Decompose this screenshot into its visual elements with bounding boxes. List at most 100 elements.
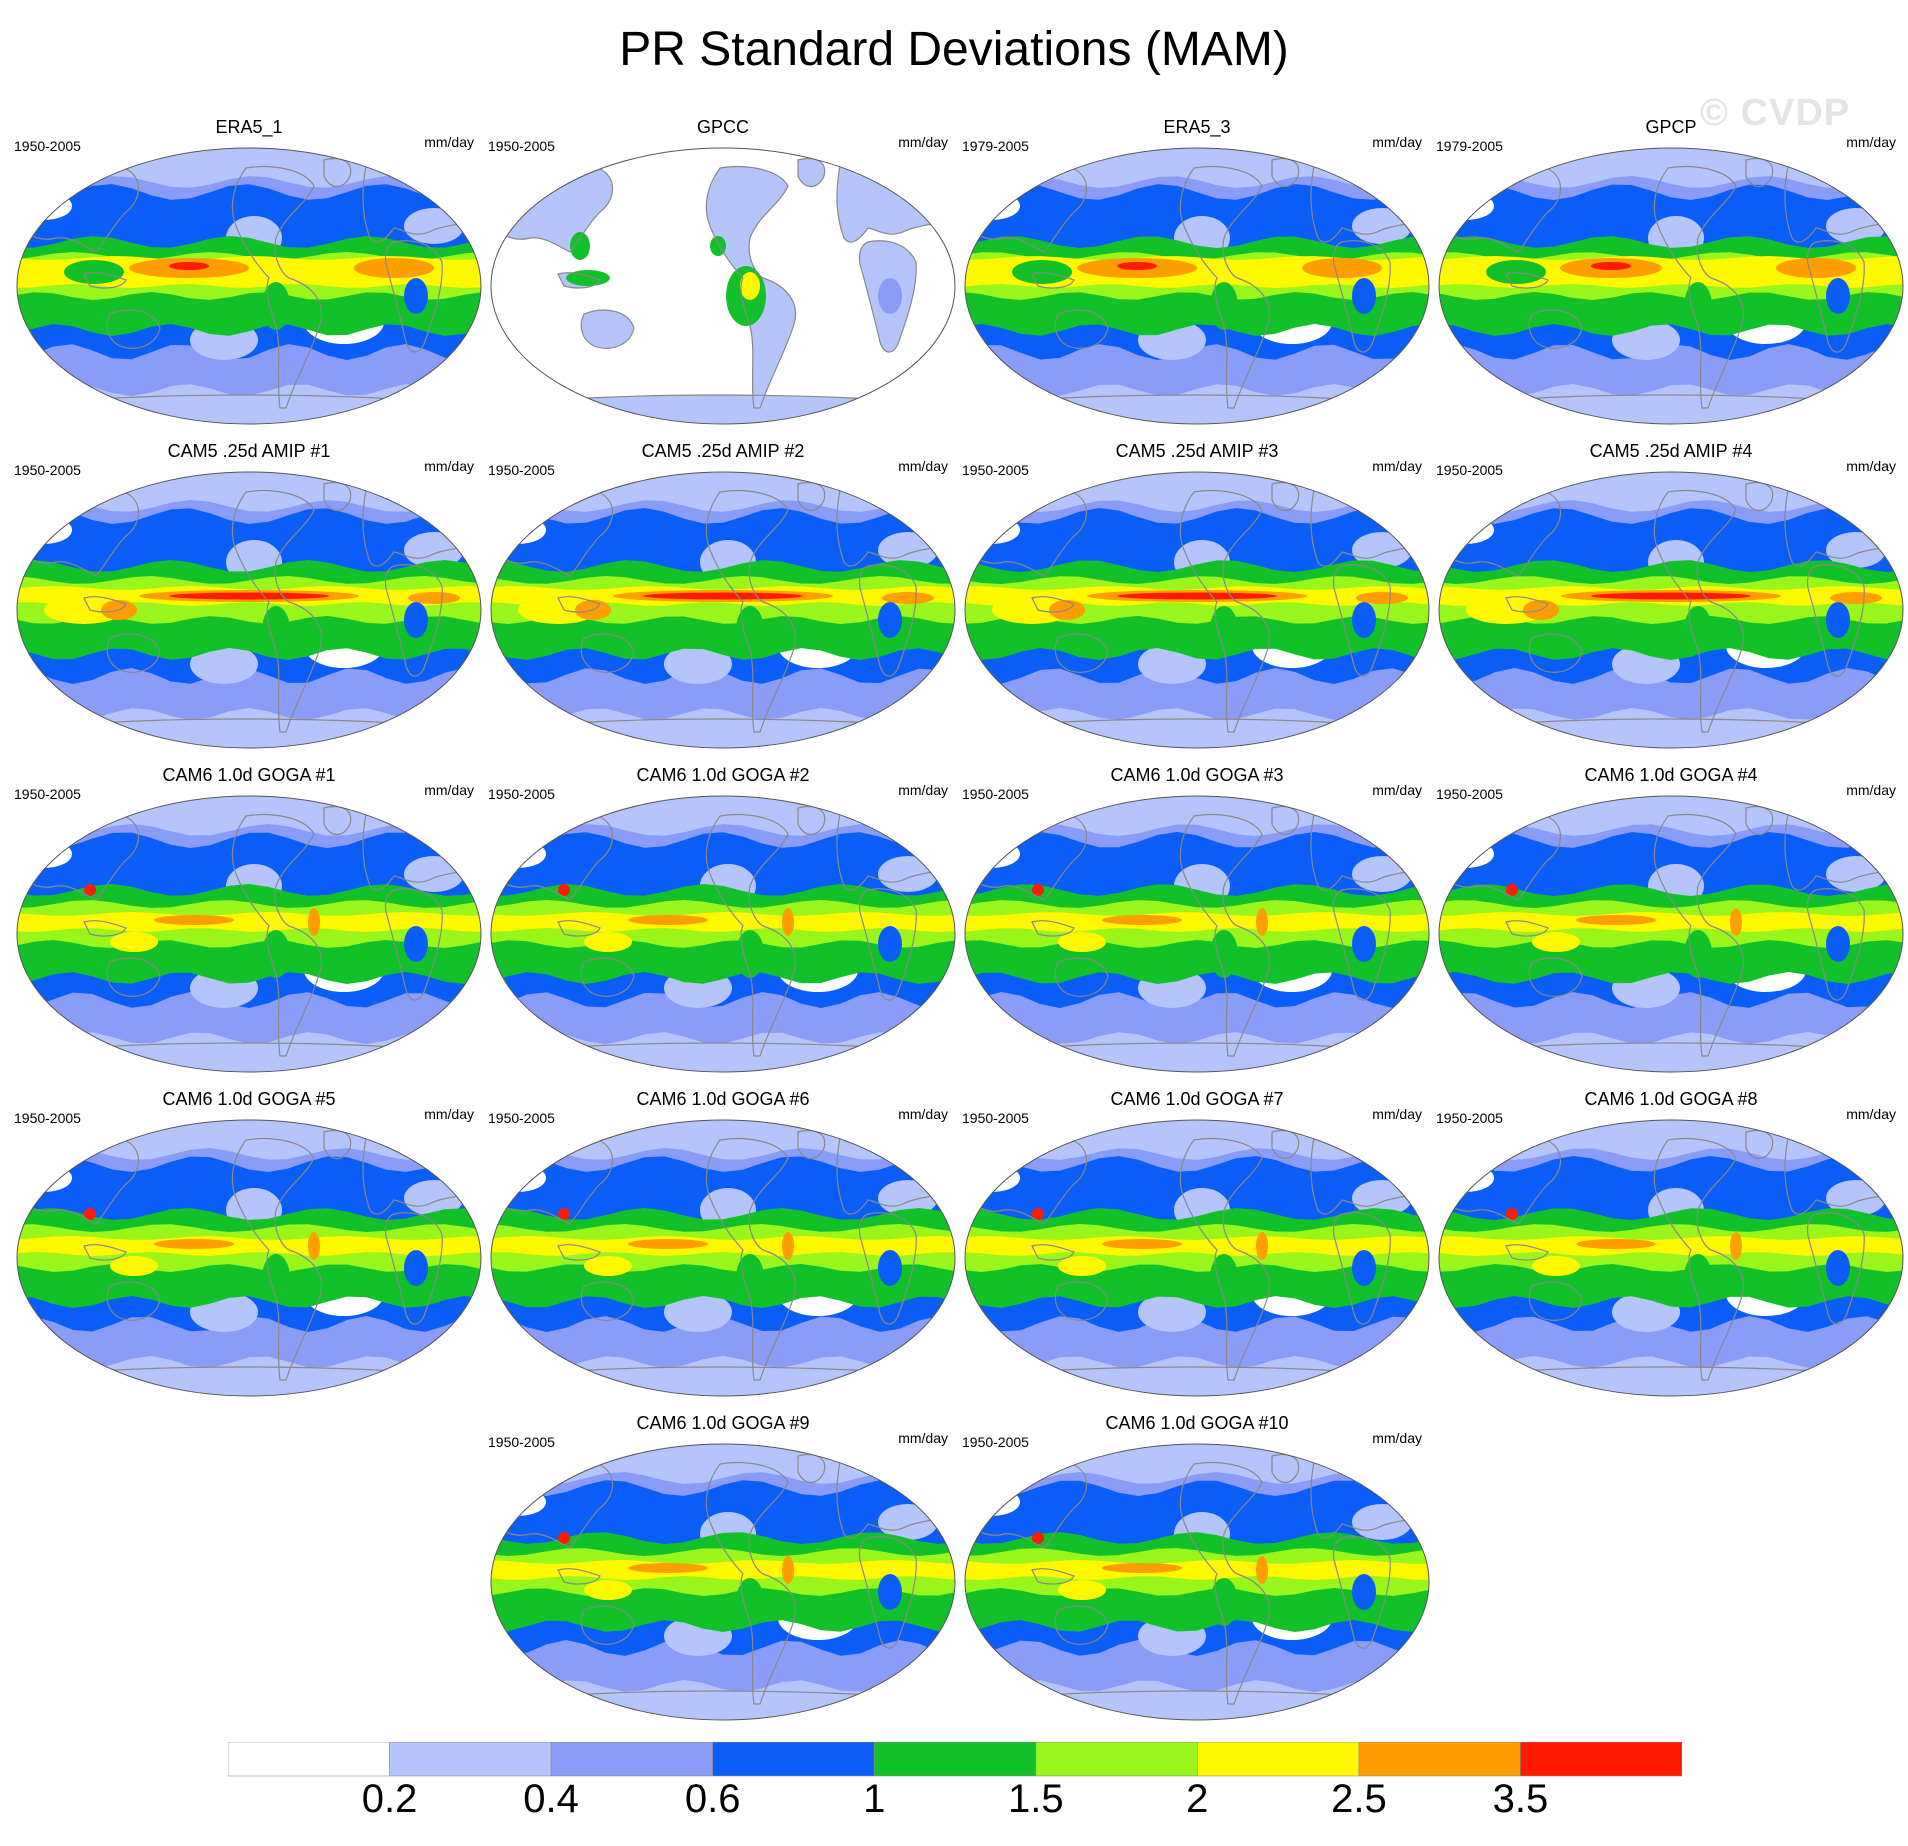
colorbar bbox=[228, 1742, 1682, 1777]
coastline bbox=[1179, 1137, 1270, 1381]
se-pacific-dry-zone bbox=[190, 644, 258, 684]
africa-signal bbox=[1826, 926, 1850, 962]
coastline bbox=[1031, 272, 1075, 289]
panel-period: 1950-2005 bbox=[962, 786, 1029, 802]
map-plot bbox=[964, 471, 1430, 749]
north-africa-dry-zone bbox=[878, 1504, 938, 1540]
map-panel: ERA5_1 1950-2005 mm/day bbox=[14, 116, 484, 426]
map-panel: CAM6 1.0d GOGA #3 1950-2005 mm/day bbox=[962, 764, 1432, 1074]
panel-title: CAM6 1.0d GOGA #8 bbox=[1584, 1089, 1758, 1109]
coastline bbox=[1179, 1461, 1270, 1705]
map-field bbox=[491, 796, 955, 1072]
coastline bbox=[106, 309, 161, 349]
coastline bbox=[106, 1281, 161, 1321]
coastline bbox=[1528, 1281, 1583, 1321]
pacific-itcz-max bbox=[1576, 915, 1656, 925]
panel-units: mm/day bbox=[424, 134, 474, 150]
panel-period: 1950-2005 bbox=[1436, 462, 1503, 478]
coastline bbox=[1528, 633, 1583, 673]
map-frame bbox=[964, 795, 1430, 1073]
map-plot bbox=[964, 1119, 1430, 1397]
north-africa-dry-zone bbox=[404, 1180, 464, 1216]
africa-signal bbox=[878, 1574, 902, 1610]
pacific-itcz-max bbox=[628, 915, 708, 925]
spcz-signal bbox=[1058, 1256, 1106, 1276]
panama-max bbox=[1256, 1232, 1268, 1260]
land-precip-area bbox=[518, 395, 928, 424]
asia-dry-zone bbox=[491, 516, 546, 544]
map-frame bbox=[964, 471, 1430, 749]
coastline bbox=[705, 1461, 796, 1705]
coastline bbox=[705, 1137, 796, 1381]
coastline bbox=[1054, 633, 1109, 673]
bay-of-bengal-peak bbox=[1506, 1208, 1518, 1220]
coastline bbox=[1179, 813, 1270, 1057]
map-field bbox=[17, 472, 481, 748]
coastline bbox=[83, 920, 127, 937]
itcz-core bbox=[17, 912, 481, 932]
north-africa-dry-zone bbox=[1826, 208, 1886, 244]
panama-max bbox=[1730, 1232, 1742, 1260]
map-field bbox=[491, 1120, 955, 1396]
panel-title: CAM6 1.0d GOGA #6 bbox=[636, 1089, 810, 1109]
coastline bbox=[384, 564, 443, 677]
map-frame bbox=[490, 1119, 956, 1397]
bay-of-bengal-peak bbox=[558, 1208, 570, 1220]
map-frame bbox=[490, 1443, 956, 1721]
panel-units: mm/day bbox=[1846, 134, 1896, 150]
panel-units: mm/day bbox=[1372, 1106, 1422, 1122]
spcz-signal bbox=[584, 1580, 632, 1600]
asia-dry-zone bbox=[17, 516, 72, 544]
map-plot bbox=[16, 1119, 482, 1397]
south-america-signal bbox=[262, 930, 290, 978]
coastline bbox=[384, 1212, 443, 1325]
panel-title: CAM5 .25d AMIP #2 bbox=[641, 441, 805, 461]
map-field bbox=[1439, 472, 1903, 748]
panel-title: ERA5_3 bbox=[1163, 117, 1231, 137]
colorbar-level-label: 0.2 bbox=[361, 1777, 418, 1821]
panel-title: GPCP bbox=[1645, 117, 1697, 137]
map-panel: CAM6 1.0d GOGA #9 1950-2005 mm/day bbox=[488, 1412, 958, 1722]
south-america-signal bbox=[1210, 930, 1238, 978]
panel-units: mm/day bbox=[1846, 1106, 1896, 1122]
panama-max bbox=[782, 1556, 794, 1584]
north-africa-dry-zone bbox=[1352, 532, 1412, 568]
map-plot bbox=[490, 471, 956, 749]
panel-period: 1950-2005 bbox=[488, 1434, 555, 1450]
africa-signal bbox=[404, 1250, 428, 1286]
itcz-core bbox=[17, 1236, 481, 1256]
map-field bbox=[1439, 796, 1903, 1072]
map-plot bbox=[490, 147, 956, 425]
pacific-itcz-max bbox=[154, 1239, 234, 1249]
spcz-signal bbox=[110, 932, 158, 952]
panel-period: 1950-2005 bbox=[14, 1110, 81, 1126]
map-plot bbox=[1438, 795, 1904, 1073]
north-africa-dry-zone bbox=[1826, 532, 1886, 568]
panama-max bbox=[782, 908, 794, 936]
indian-ocean-max bbox=[518, 596, 598, 624]
pacific-itcz-peak bbox=[1117, 262, 1157, 270]
asia-dry-zone bbox=[965, 516, 1020, 544]
colorbar-segment bbox=[1196, 1742, 1360, 1777]
coastline bbox=[231, 489, 322, 733]
map-field bbox=[1439, 148, 1903, 424]
atlantic-itcz-max bbox=[1356, 592, 1408, 604]
colorbar-level-label: 0.4 bbox=[523, 1777, 579, 1821]
map-panel: CAM6 1.0d GOGA #2 1950-2005 mm/day bbox=[488, 764, 958, 1074]
bay-of-bengal-peak bbox=[84, 1208, 96, 1220]
map-field bbox=[17, 1120, 481, 1396]
itcz-core bbox=[965, 912, 1429, 932]
atlantic-itcz-max bbox=[1776, 258, 1856, 278]
north-africa-dry-zone bbox=[404, 208, 464, 244]
itcz-core bbox=[965, 1560, 1429, 1580]
coastline bbox=[231, 813, 322, 1057]
south-america-signal bbox=[1684, 930, 1712, 978]
panel-units: mm/day bbox=[1846, 458, 1896, 474]
panel-units: mm/day bbox=[898, 1106, 948, 1122]
spcz-signal bbox=[1058, 932, 1106, 952]
map-frame bbox=[1438, 147, 1904, 425]
coastline bbox=[384, 240, 443, 353]
map-field bbox=[965, 1120, 1429, 1396]
asia-dry-zone bbox=[491, 840, 546, 868]
panel-period: 1950-2005 bbox=[488, 1110, 555, 1126]
